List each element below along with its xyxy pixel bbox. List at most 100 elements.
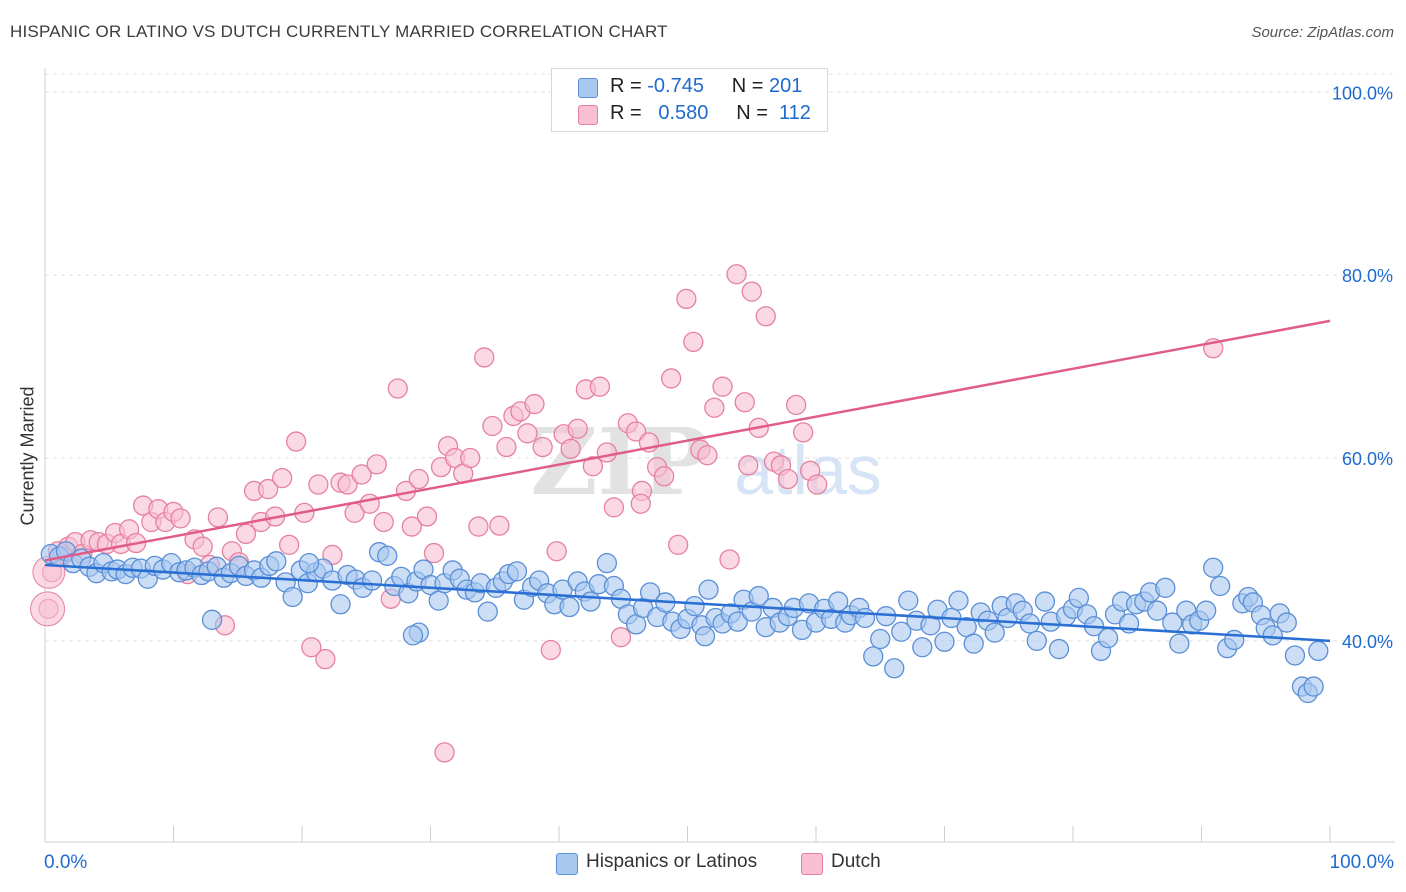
- dutch-point-105: [793, 422, 814, 443]
- x-tick-max: 100.0%: [1329, 852, 1394, 873]
- dutch-point-97: [734, 392, 755, 413]
- dutch-point-19: [170, 508, 191, 529]
- dutch-point-92: [697, 445, 718, 466]
- hispanic-point-152: [1155, 577, 1176, 598]
- legend-label-hispanic: Hispanics or Latinos: [586, 851, 758, 872]
- dutch-point-61: [474, 347, 495, 368]
- dutch-point-35: [286, 431, 307, 452]
- hispanic-point-30: [266, 551, 287, 572]
- dutch-point-large-2: [30, 591, 66, 627]
- correlation-legend: R = -0.745 N = 201 R = 0.580 N = 112: [551, 68, 828, 132]
- dutch-point-80: [610, 627, 632, 648]
- dutch-point-103: [777, 468, 799, 490]
- hispanic-point-168: [1262, 625, 1283, 646]
- dutch-point-78: [596, 442, 618, 463]
- dutch-point-79: [603, 497, 625, 518]
- dutch-point-63: [489, 515, 510, 536]
- dutch-point-34: [278, 534, 300, 556]
- hispanic-point-62: [506, 561, 528, 582]
- hispanic-point-121: [934, 631, 955, 652]
- dutch-point-54: [423, 542, 445, 564]
- hispanic-point-74: [596, 552, 618, 574]
- dutch-point-90: [683, 331, 704, 353]
- hispanic-point-176: [201, 609, 223, 630]
- dutch-point-89: [676, 288, 697, 310]
- dutch-point-74: [567, 418, 588, 439]
- legend-swatch-hispanic: [578, 78, 598, 98]
- dutch-point-59: [460, 447, 481, 469]
- hispanic-point-92: [727, 611, 748, 632]
- hispanic-point-178: [402, 625, 424, 646]
- dutch-point-22: [192, 536, 213, 557]
- dutch-point-60: [468, 516, 489, 537]
- y-tick-label-100: 100.0%: [1332, 83, 1393, 103]
- hispanic-point-175: [1308, 640, 1329, 662]
- legend-swatch-dutch: [578, 105, 598, 125]
- hispanic-point-180: [298, 552, 320, 574]
- dutch-point-104: [785, 394, 807, 416]
- dutch-point-86: [653, 466, 675, 487]
- n-value: 201: [769, 75, 803, 97]
- hispanic-point-116: [898, 590, 919, 611]
- dutch-point-33: [271, 467, 293, 489]
- r-value: 0.580: [658, 102, 709, 124]
- dutch-point-46: [366, 454, 387, 475]
- hispanic-point-44: [377, 545, 398, 566]
- legend-swatch-dutch: [801, 853, 823, 875]
- n-label: N =: [731, 75, 764, 97]
- hispanic-point-111: [863, 646, 884, 667]
- hispanic-point-128: [984, 622, 1005, 643]
- n-label: N =: [736, 102, 768, 124]
- hispanic-point-123: [948, 590, 969, 611]
- y-tick-label-60: 60.0%: [1342, 449, 1393, 469]
- r-label: R =: [610, 102, 642, 124]
- hispanic-point-158: [1196, 600, 1217, 621]
- trend-lines: [44, 319, 1331, 643]
- dutch-point-94: [712, 376, 733, 397]
- y-tick-labels: 40.0% 60.0% 80.0% 100.0%: [1332, 83, 1393, 652]
- hispanic-point-88: [698, 579, 719, 600]
- hispanic-point-95: [748, 585, 769, 607]
- hispanic-point-69: [559, 596, 580, 618]
- legend-label-dutch: Dutch: [831, 851, 881, 872]
- dutch-point-107: [807, 474, 828, 495]
- hispanic-point-170: [1276, 612, 1297, 633]
- r-label: R =: [610, 75, 642, 97]
- dutch-point-69: [532, 436, 553, 458]
- hispanic-point-179: [694, 626, 716, 647]
- dutch-point-68: [524, 393, 545, 415]
- hispanic-point-151: [1146, 600, 1168, 621]
- dutch-point-39: [315, 648, 336, 670]
- dutch-points: [30, 264, 1224, 763]
- dutch-point-55: [430, 456, 452, 478]
- dutch-point-111: [738, 455, 759, 476]
- hispanic-point-38: [330, 594, 351, 615]
- dutch-point-100: [755, 306, 776, 327]
- hispanic-point-174: [1303, 676, 1324, 697]
- hispanic-trend-line: [44, 563, 1331, 643]
- hispanic-point-160: [1210, 575, 1231, 597]
- n-value: 112: [779, 102, 811, 124]
- hispanic-point-112: [870, 628, 891, 650]
- hispanic-point-110: [854, 607, 876, 629]
- y-tick-label-80: 80.0%: [1342, 266, 1393, 286]
- dutch-point-47: [373, 511, 394, 533]
- source-credit: Source: ZipAtlas.com: [1251, 24, 1394, 41]
- legend-swatch-hispanic: [556, 853, 578, 875]
- dutch-point-95: [719, 549, 740, 570]
- dutch-point-98: [741, 281, 762, 302]
- chart-title: HISPANIC OR LATINO VS DUTCH CURRENTLY MA…: [10, 22, 668, 41]
- dutch-point-88: [668, 534, 689, 556]
- dutch-point-76: [582, 456, 604, 477]
- grid-lines: [45, 73, 1395, 642]
- dutch-point-51: [401, 516, 422, 537]
- hispanic-point-118: [912, 637, 933, 658]
- dutch-point-108: [434, 742, 455, 763]
- dutch-point-52: [408, 468, 429, 490]
- hispanic-point-86: [684, 595, 705, 617]
- hispanic-point-140: [1068, 587, 1089, 609]
- hispanic-point-42: [361, 570, 383, 591]
- hispanic-point-159: [1203, 557, 1224, 578]
- hispanic-point-137: [1048, 638, 1070, 660]
